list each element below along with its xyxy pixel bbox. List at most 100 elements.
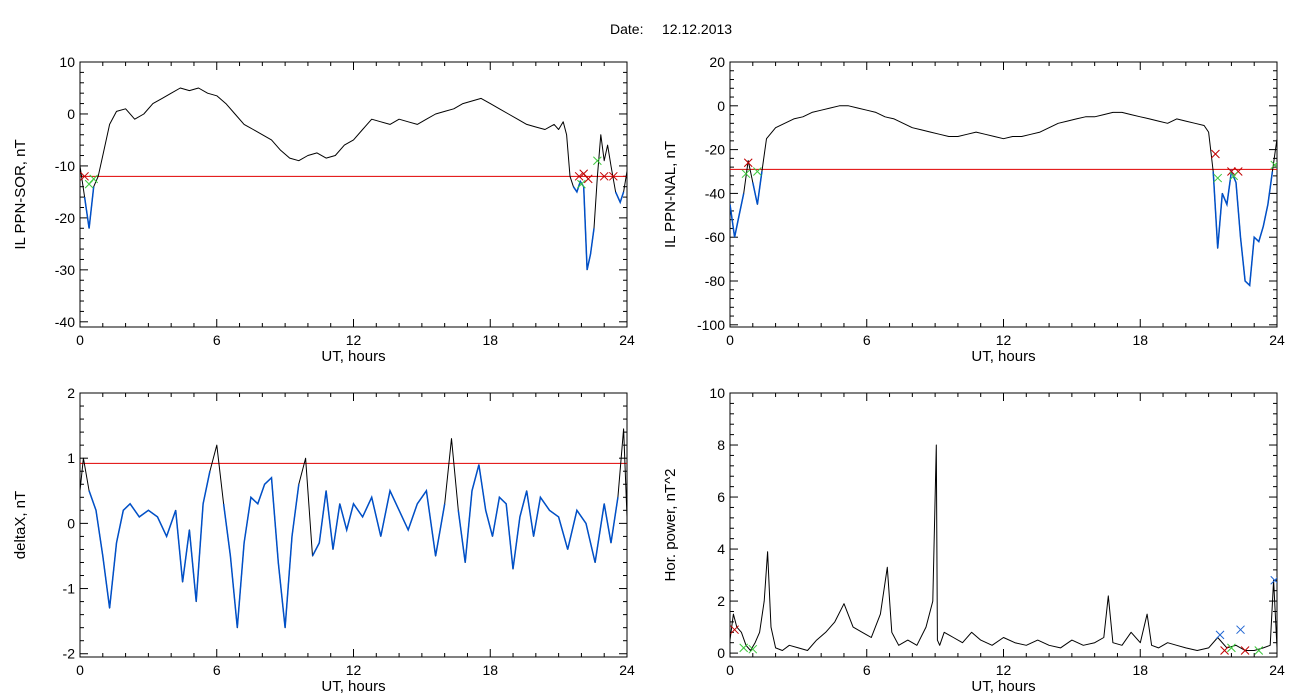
below-threshold-segment (222, 476, 300, 628)
below-threshold-segment (88, 471, 211, 609)
marker-red-x (1211, 149, 1220, 159)
y-tick-label: 2 (717, 593, 725, 609)
y-tick-label: -60 (705, 229, 725, 245)
y-tick-label: -1 (63, 581, 76, 597)
marker-stroke (1270, 161, 1277, 170)
date-label: Date: (610, 21, 643, 37)
marker-red-x (730, 625, 739, 635)
y-tick-label: -20 (705, 142, 725, 158)
below-threshold-segment (730, 193, 745, 238)
y-tick-label: -40 (705, 185, 725, 201)
y-tick-label: -100 (697, 317, 725, 333)
marker-green-x (1254, 646, 1264, 655)
y-tick-label: -30 (55, 262, 75, 278)
y-tick-label: -2 (63, 646, 76, 662)
y-tick-label: -20 (55, 210, 75, 226)
x-tick-label: 0 (76, 662, 84, 678)
x-tick-label: 0 (76, 332, 84, 348)
marker-red-x (80, 171, 89, 181)
y-axis-title: IL PPN-NAL, nT (662, 141, 679, 248)
plot-data (730, 105, 1277, 288)
marker-stroke (1215, 630, 1225, 640)
y-axis-title: IL PPN-SOR, nT (12, 139, 29, 249)
y-tick-label: 1 (67, 450, 75, 466)
marker-blue-x (1270, 575, 1277, 585)
x-tick-label: 24 (619, 332, 635, 348)
marker-red-x (1220, 646, 1229, 655)
x-tick-label: 0 (726, 332, 734, 348)
marker-stroke (593, 156, 602, 166)
marker-stroke (577, 179, 586, 189)
x-tick-label: 18 (1132, 662, 1148, 678)
marker-green-x (89, 174, 99, 184)
below-threshold-segment (572, 179, 595, 270)
below-threshold-segment (83, 186, 95, 229)
plot-data (80, 87, 627, 271)
marker-stroke (1236, 625, 1245, 635)
y-tick-label: 10 (709, 385, 725, 401)
marker-red-x (743, 158, 753, 168)
x-tick-label: 12 (346, 332, 362, 348)
plot-data (80, 428, 627, 629)
y-tick-label: 8 (717, 437, 725, 453)
x-tick-label: 18 (482, 332, 498, 348)
x-tick-label: 12 (346, 662, 362, 678)
x-tick-label: 6 (863, 662, 871, 678)
y-tick-label: 4 (717, 541, 725, 557)
y-tick-label: 20 (709, 54, 725, 70)
plot-frame (729, 61, 1278, 328)
marker-green-x (1270, 160, 1277, 170)
plot-frame (79, 61, 628, 328)
y-tick-label: 0 (67, 515, 75, 531)
below-threshold-segment (752, 171, 763, 205)
marker-stroke (574, 171, 584, 181)
data-trace (80, 87, 627, 271)
panel-ppn-sor: 0 6 12 18 24 -40 -30 -20 -10 0 10 UT, hours IL PPN-S… (12, 54, 635, 365)
y-tick-label: 0 (67, 106, 75, 122)
x-axis-title: UT, hours (971, 678, 1035, 695)
marker-stroke (80, 171, 89, 181)
below-threshold-segment (1212, 168, 1274, 288)
x-tick-label: 12 (996, 662, 1012, 678)
marker-stroke (741, 169, 751, 179)
marker-stroke (1240, 646, 1250, 655)
x-tick-label: 6 (213, 332, 221, 348)
marker-stroke (1211, 149, 1220, 159)
marker-stroke (579, 169, 589, 179)
marker-red-x (599, 171, 609, 181)
marker-red-x (1240, 646, 1250, 655)
y-tick-label: 10 (59, 54, 75, 70)
marker-stroke (89, 174, 99, 184)
marker-stroke (748, 644, 758, 654)
panel-ppn-nal: 0 6 12 18 24 -100 -80 -60 -40 -20 0 20 UT, hours IL P… (662, 54, 1285, 365)
below-threshold-segment (311, 488, 446, 557)
x-tick-label: 24 (1269, 662, 1285, 678)
marker-stroke (608, 171, 618, 181)
y-tick-label: -10 (55, 158, 75, 174)
marker-red-x (608, 171, 618, 181)
figure-title: Date: 12.12.2013 (610, 21, 732, 37)
marker-stroke (599, 171, 609, 181)
marker-stroke (1213, 173, 1223, 183)
marker-stroke (1227, 643, 1236, 653)
y-tick-label: 0 (717, 98, 725, 114)
x-tick-label: 18 (1132, 332, 1148, 348)
marker-red-x (583, 174, 593, 184)
data-trace (730, 444, 1277, 651)
below-threshold-segment (614, 191, 625, 205)
marker-green-x (1229, 171, 1239, 181)
y-tick-label: 6 (717, 489, 725, 505)
x-tick-label: 24 (1269, 332, 1285, 348)
marker-stroke (1254, 646, 1264, 655)
x-tick-label: 24 (619, 662, 635, 678)
y-tick-label: -40 (55, 314, 75, 330)
marker-red-x (1227, 167, 1236, 176)
marker-green-x (748, 644, 758, 654)
date-value: 12.12.2013 (662, 21, 732, 37)
marker-stroke (752, 167, 762, 176)
marker-green-x (739, 643, 749, 653)
y-axis-title: Hor. power, nT^2 (662, 469, 679, 582)
marker-blue-x (1215, 630, 1225, 640)
